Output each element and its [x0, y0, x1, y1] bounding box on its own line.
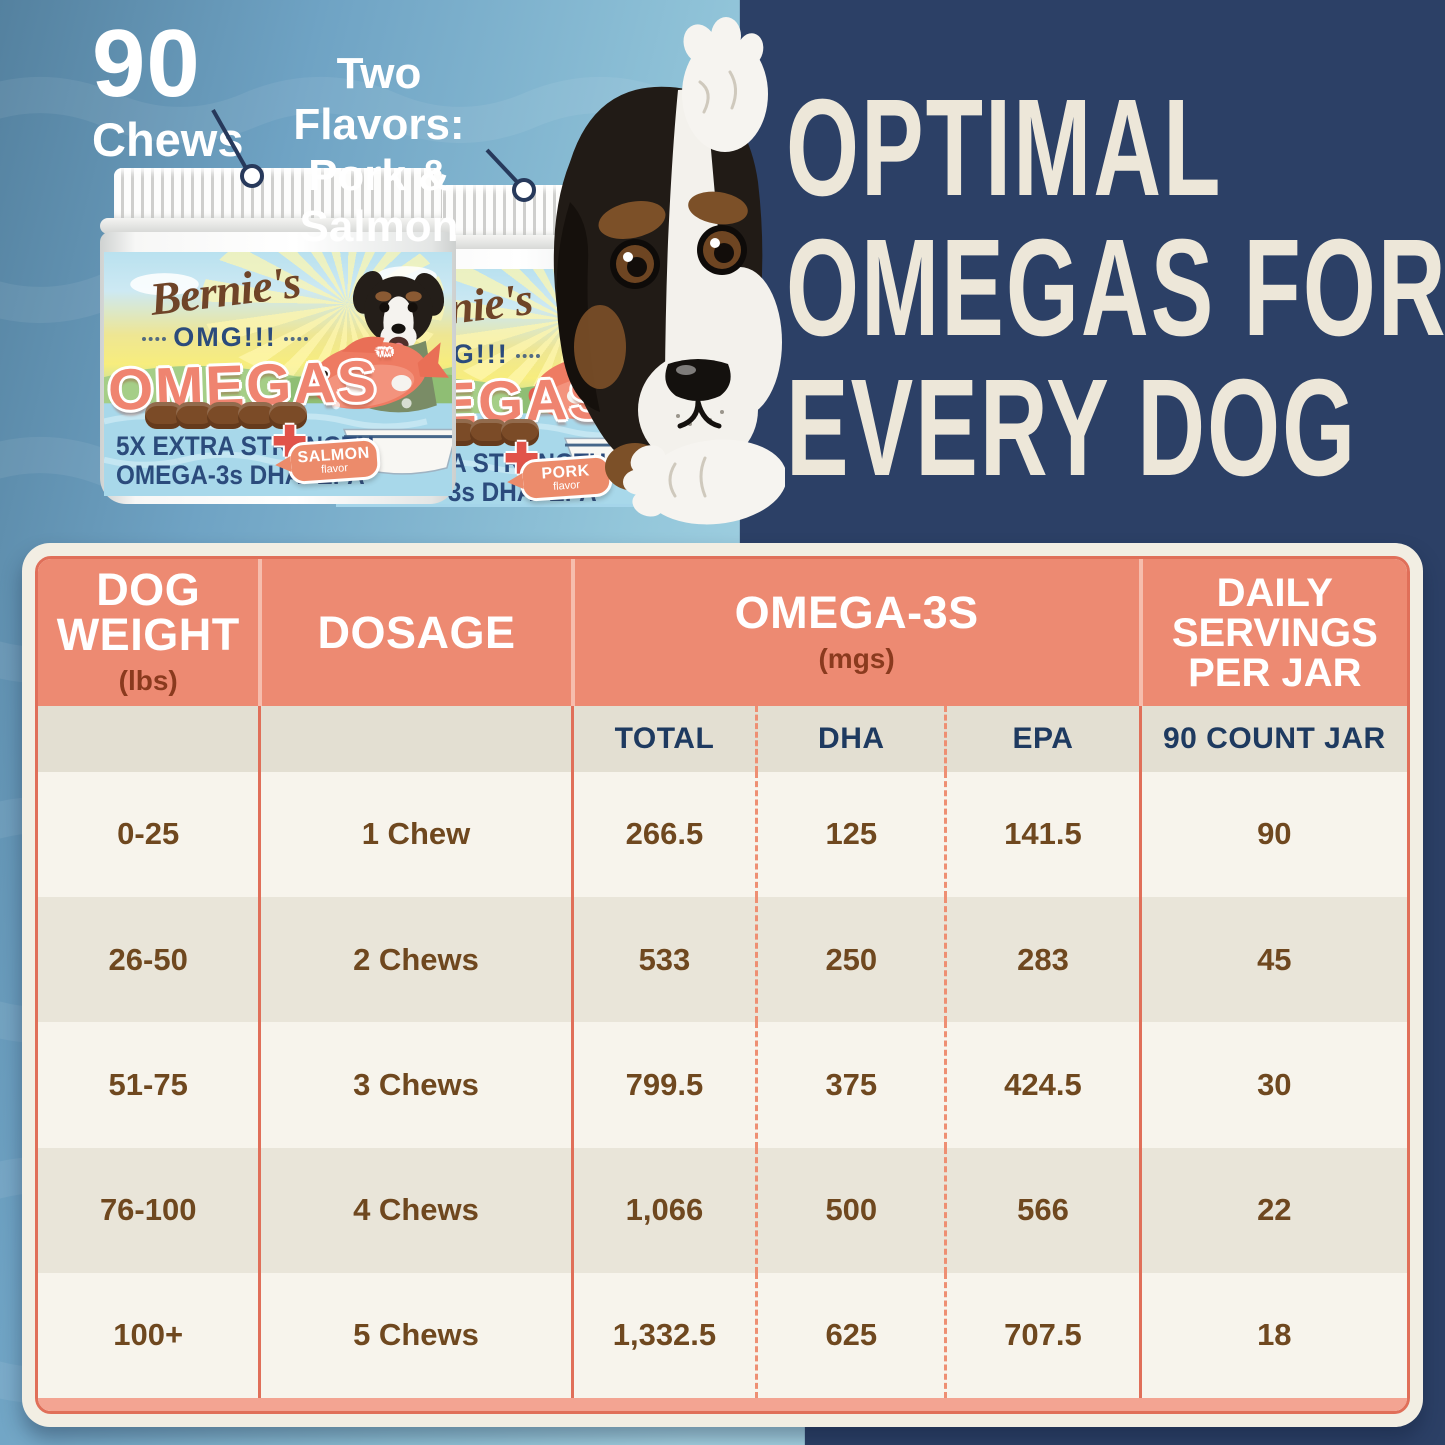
- table-row: 76-100 4 Chews 1,066 500 566 22: [38, 1147, 1407, 1273]
- subheader-count-jar: 90 COUNT JAR: [1138, 706, 1407, 772]
- header-omega-unit: (mgs): [818, 642, 895, 674]
- header-weight-unit: (lbs): [118, 664, 178, 696]
- table-subheader-row: TOTAL DHA EPA 90 COUNT JAR: [38, 706, 1407, 772]
- cell-epa: 707.5: [944, 1272, 1138, 1399]
- trademark-symbol: ™: [376, 347, 394, 365]
- dog-illustration: [553, 17, 785, 525]
- cell-weight: 100+: [113, 1317, 184, 1353]
- cell-dosage: 4 Chews: [258, 1147, 570, 1273]
- table-bottom-accent: [38, 1398, 1407, 1411]
- cell-epa: 424.5: [944, 1022, 1138, 1148]
- headline-line1: OPTIMAL: [786, 71, 1223, 225]
- flavors-callout: Two Flavors: Pork & Salmon: [246, 48, 512, 252]
- headline: OPTIMAL OMEGAS FOR EVERY DOG: [786, 78, 1445, 498]
- product-jar-salmon: Bernie's OMG!!! OMEGAS™ 5X EXTRA STRENGT…: [100, 168, 456, 504]
- cell-dosage: 1 Chew: [258, 771, 570, 898]
- table-row: 100+ 5 Chews 1,332.5 625 707.5 18: [38, 1272, 1407, 1399]
- cell-dha: 375: [755, 1022, 944, 1148]
- chew-count-label: Chews: [92, 113, 244, 166]
- cell-weight: 26-50: [108, 941, 188, 977]
- salmon-flavor-badge: SALMON flavor: [286, 436, 382, 486]
- cell-servings: 18: [1138, 1272, 1407, 1399]
- headline-line2: OMEGAS FOR: [786, 211, 1445, 365]
- dosage-table: DOG WEIGHT (lbs) DOSAGE OMEGA-3S (mgs) D…: [22, 543, 1423, 1427]
- cell-total: 1,066: [570, 1147, 756, 1273]
- cell-weight: 76-100: [99, 1192, 197, 1228]
- table-row: 26-50 2 Chews 533 250 283 45: [38, 897, 1407, 1023]
- cell-weight: 0-25: [117, 816, 180, 852]
- header-dog-weight: DOG WEIGHT (lbs): [56, 564, 240, 696]
- cell-dha: 625: [755, 1272, 944, 1399]
- omg-text: OMG!!!: [110, 322, 340, 353]
- cell-servings: 22: [1138, 1147, 1407, 1273]
- jar-body: Bernie's OMG!!! OMEGAS™ 5X EXTRA STRENGT…: [100, 232, 456, 504]
- cell-epa: 141.5: [944, 771, 1138, 898]
- chew-count-callout: 90 Chews: [92, 10, 244, 166]
- cell-epa: 283: [944, 897, 1138, 1023]
- cell-dha: 250: [755, 897, 944, 1023]
- cell-dosage: 5 Chews: [258, 1272, 570, 1399]
- chew-count-number: 90: [92, 10, 201, 117]
- cell-weight: 51-75: [108, 1066, 188, 1102]
- cell-dosage: 2 Chews: [258, 897, 570, 1023]
- jar-cap: [114, 168, 442, 222]
- cell-dha: 500: [755, 1147, 944, 1273]
- header-dosage: DOSAGE: [258, 559, 570, 707]
- cell-epa: 566: [944, 1147, 1138, 1273]
- jar-cap-flange: [100, 218, 456, 234]
- table-row: 0-25 1 Chew 266.5 125 141.5 90: [38, 771, 1407, 898]
- cell-servings: 90: [1138, 771, 1407, 898]
- cell-total: 799.5: [570, 1022, 756, 1148]
- header-daily-servings: DAILY SERVINGS PER JAR: [1138, 559, 1407, 707]
- cell-total: 266.5: [570, 771, 756, 898]
- cell-servings: 30: [1138, 1022, 1407, 1148]
- table-header-row: DOG WEIGHT (lbs) DOSAGE OMEGA-3S (mgs) D…: [38, 559, 1407, 707]
- chews-illustration: [145, 402, 307, 434]
- subheader-total: TOTAL: [570, 706, 756, 772]
- cell-total: 533: [570, 897, 756, 1023]
- subheader-epa: EPA: [944, 706, 1138, 772]
- jar-label: Bernie's OMG!!! OMEGAS™ 5X EXTRA STRENGT…: [104, 252, 452, 496]
- cell-dosage: 3 Chews: [258, 1022, 570, 1148]
- flavors-line2: Pork & Salmon: [299, 151, 459, 252]
- dosage-table-inner: DOG WEIGHT (lbs) DOSAGE OMEGA-3S (mgs) D…: [35, 556, 1410, 1414]
- cell-total: 1,332.5: [570, 1272, 756, 1399]
- table-row: 51-75 3 Chews 799.5 375 424.5 30: [38, 1022, 1407, 1148]
- headline-line3: EVERY DOG: [786, 351, 1358, 505]
- cell-servings: 45: [1138, 897, 1407, 1023]
- subheader-dha: DHA: [755, 706, 944, 772]
- flavors-line1: Two Flavors:: [293, 49, 465, 150]
- header-omega3s: OMEGA-3S (mgs): [570, 559, 1139, 707]
- cell-dha: 125: [755, 771, 944, 898]
